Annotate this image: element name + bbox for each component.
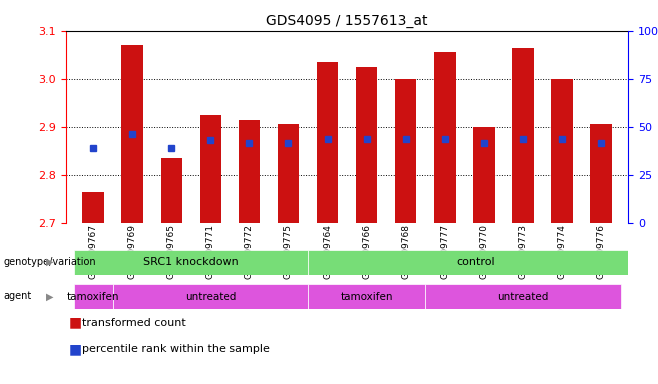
Text: ▶: ▶ bbox=[47, 257, 54, 267]
Bar bbox=[590, 124, 612, 223]
Bar bbox=[356, 67, 378, 223]
Text: ■: ■ bbox=[69, 316, 82, 329]
Bar bbox=[425, 284, 620, 309]
Bar bbox=[308, 250, 644, 275]
Text: untreated: untreated bbox=[185, 291, 236, 302]
Bar bbox=[113, 284, 308, 309]
Bar bbox=[199, 115, 221, 223]
Bar bbox=[434, 52, 455, 223]
Bar bbox=[395, 79, 417, 223]
Bar bbox=[239, 119, 260, 223]
Text: ■: ■ bbox=[69, 343, 82, 356]
Text: tamoxifen: tamoxifen bbox=[340, 291, 393, 302]
Bar bbox=[473, 127, 495, 223]
Text: SRC1 knockdown: SRC1 knockdown bbox=[143, 257, 239, 267]
Text: tamoxifen: tamoxifen bbox=[67, 291, 119, 302]
Text: control: control bbox=[457, 257, 495, 267]
Bar bbox=[512, 48, 534, 223]
Text: ▶: ▶ bbox=[47, 291, 54, 301]
Bar bbox=[278, 124, 299, 223]
Bar bbox=[122, 45, 143, 223]
Text: percentile rank within the sample: percentile rank within the sample bbox=[82, 344, 270, 354]
Bar bbox=[308, 284, 425, 309]
Title: GDS4095 / 1557613_at: GDS4095 / 1557613_at bbox=[266, 14, 428, 28]
Text: transformed count: transformed count bbox=[82, 318, 186, 328]
Bar bbox=[82, 192, 104, 223]
Text: agent: agent bbox=[3, 291, 32, 301]
Text: genotype/variation: genotype/variation bbox=[3, 257, 96, 267]
Bar bbox=[74, 250, 308, 275]
Text: untreated: untreated bbox=[497, 291, 549, 302]
Bar bbox=[161, 158, 182, 223]
Bar bbox=[74, 284, 113, 309]
Bar bbox=[316, 62, 338, 223]
Bar bbox=[551, 79, 572, 223]
